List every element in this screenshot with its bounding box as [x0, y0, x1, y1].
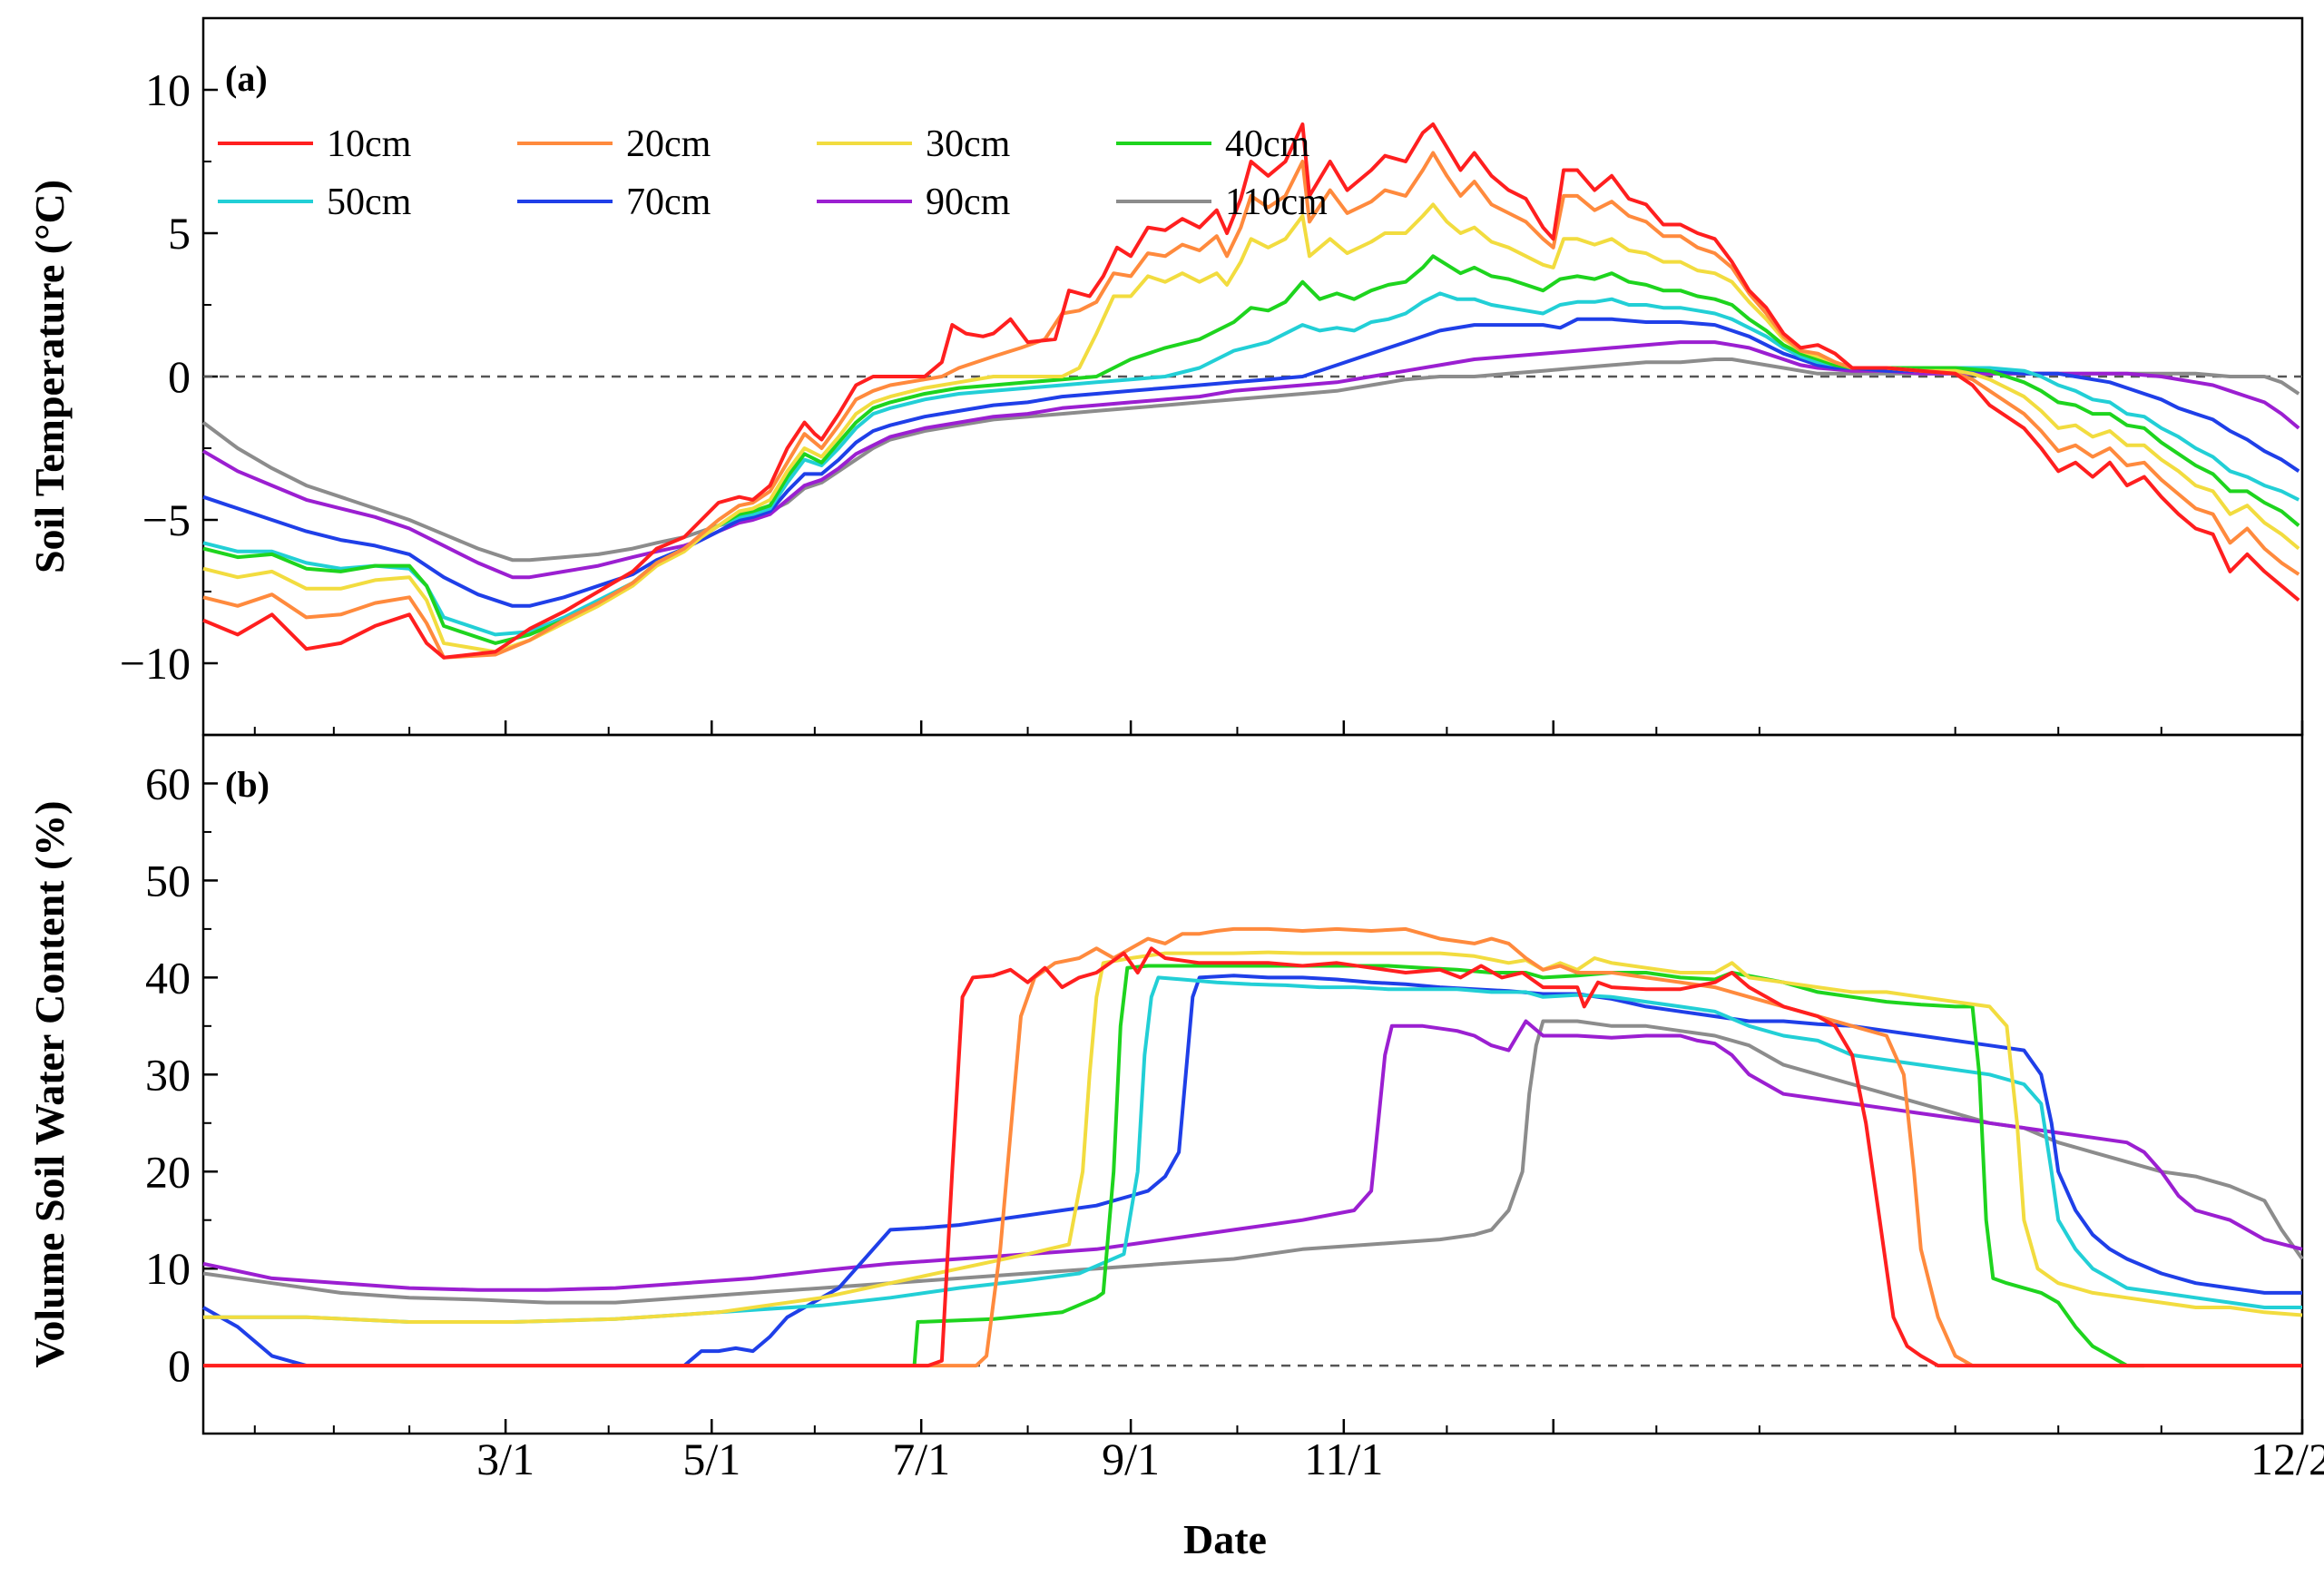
- series-line-b-90cm: [202, 1019, 2303, 1292]
- x-axis-label: Date: [1183, 1516, 1267, 1562]
- panel-b-label: (b): [225, 764, 270, 805]
- series-line-a-50cm: [202, 291, 2300, 637]
- x-tick-label: 11/1: [1304, 1434, 1383, 1484]
- y-tick-label-b: 60: [145, 758, 191, 808]
- legend-label-10cm: 10cm: [327, 123, 412, 165]
- legend-label-110cm: 110cm: [1225, 181, 1328, 223]
- y-tick-label-b: 20: [145, 1146, 191, 1197]
- x-tick-label: 12/25: [2250, 1434, 2324, 1484]
- series-line-b-10cm: [203, 946, 2302, 1368]
- y-axis-label-b: Volume Soil Water Content (%): [26, 800, 73, 1367]
- legend-label-40cm: 40cm: [1225, 123, 1310, 165]
- y-tick-label-b: 40: [145, 952, 191, 1003]
- series-line-b-20cm: [203, 926, 2302, 1368]
- legend: 10cm 20cm 30cm 40cm 50cm 70cm 90cm 110cm: [218, 123, 1328, 223]
- panel-b: (b): [201, 733, 2304, 1435]
- panel-b-frame: [201, 733, 2304, 1435]
- series-line-a-20cm: [202, 151, 2300, 660]
- series-line-b-50cm: [203, 975, 2302, 1324]
- x-tick-label: 5/1: [682, 1434, 740, 1484]
- y-tick-label-b: 50: [145, 855, 191, 906]
- x-tick-label: 9/1: [1102, 1434, 1160, 1484]
- y-tick-label-a: 5: [168, 208, 191, 259]
- series-line-b-70cm: [202, 974, 2302, 1368]
- series-line-b-110cm: [202, 1019, 2304, 1305]
- y-tick-label-a: 0: [168, 351, 191, 402]
- y-tick-label-b: 0: [168, 1340, 191, 1391]
- x-axis: 3/1 5/1 7/1 9/1 11/1 12/25: [476, 1434, 2324, 1484]
- legend-label-50cm: 50cm: [327, 181, 412, 223]
- x-tick-label: 7/1: [892, 1434, 950, 1484]
- legend-label-90cm: 90cm: [926, 181, 1011, 223]
- series-line-a-70cm: [202, 317, 2300, 608]
- panel-a-plot: −10 −5 0 5 10: [120, 64, 2304, 735]
- y-tick-label-a: −5: [142, 494, 191, 545]
- series-line-a-30cm: [202, 202, 2300, 654]
- legend-label-30cm: 30cm: [926, 123, 1011, 165]
- x-tick-label: 3/1: [476, 1434, 534, 1484]
- series-line-b-30cm: [203, 950, 2303, 1324]
- y-tick-label-b: 10: [145, 1243, 191, 1294]
- series-line-a-40cm: [202, 254, 2300, 645]
- legend-label-20cm: 20cm: [626, 123, 711, 165]
- panel-a-label: (a): [225, 58, 268, 99]
- series-line-a-10cm: [202, 122, 2300, 660]
- legend-label-70cm: 70cm: [626, 181, 711, 223]
- panel-b-plot: 0 10 20 30 40 50 60: [145, 758, 2304, 1434]
- y-tick-label-a: 10: [145, 64, 191, 115]
- y-axis-label-a: Soil Temperature (°C): [26, 180, 73, 573]
- y-tick-label-a: −10: [120, 638, 191, 689]
- y-tick-label-b: 30: [145, 1049, 191, 1100]
